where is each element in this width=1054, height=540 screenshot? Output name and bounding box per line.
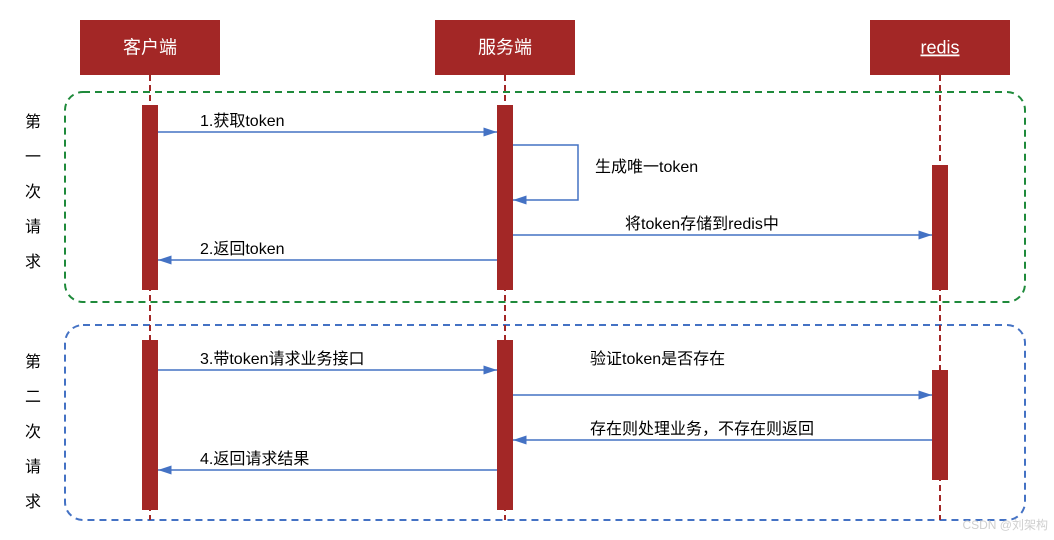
sequence-diagram: 1.获取token 生成唯一token 将token存储到redis中 2.返回tok… <box>0 0 1054 535</box>
message-label-m_self: 生成唯一token <box>595 158 698 176</box>
activation-client-3 <box>142 340 158 510</box>
activation-redis-5 <box>932 370 948 480</box>
participant-label-redis: redis <box>920 38 959 58</box>
activation-server-1 <box>497 105 513 290</box>
participant-label-client: 客户端 <box>123 38 177 58</box>
group-label-req1: 第一次请求 <box>23 105 43 280</box>
message-label-m4: 4.返回请求结果 <box>200 450 309 468</box>
group-label-req2: 第二次请求 <box>23 345 43 520</box>
message-label-m2: 2.返回token <box>200 240 285 258</box>
message-label-m1: 1.获取token <box>200 112 285 130</box>
participant-label-server: 服务端 <box>478 38 532 58</box>
activation-server-4 <box>497 340 513 510</box>
message-label-m3: 3.带token请求业务接口 <box>200 350 365 368</box>
message-label-m_verify: 验证token是否存在 <box>590 350 725 368</box>
message-label-m_store: 将token存储到redis中 <box>625 215 779 233</box>
watermark: CSDN @刘架构 <box>962 516 1048 533</box>
message-m_self <box>513 145 578 200</box>
message-label-m_result: 存在则处理业务，不存在则返回 <box>590 420 814 438</box>
diagram-svg: 1.获取token 生成唯一token 将token存储到redis中 2.返回tok… <box>0 0 1054 535</box>
activation-client-0 <box>142 105 158 290</box>
activation-redis-2 <box>932 165 948 290</box>
